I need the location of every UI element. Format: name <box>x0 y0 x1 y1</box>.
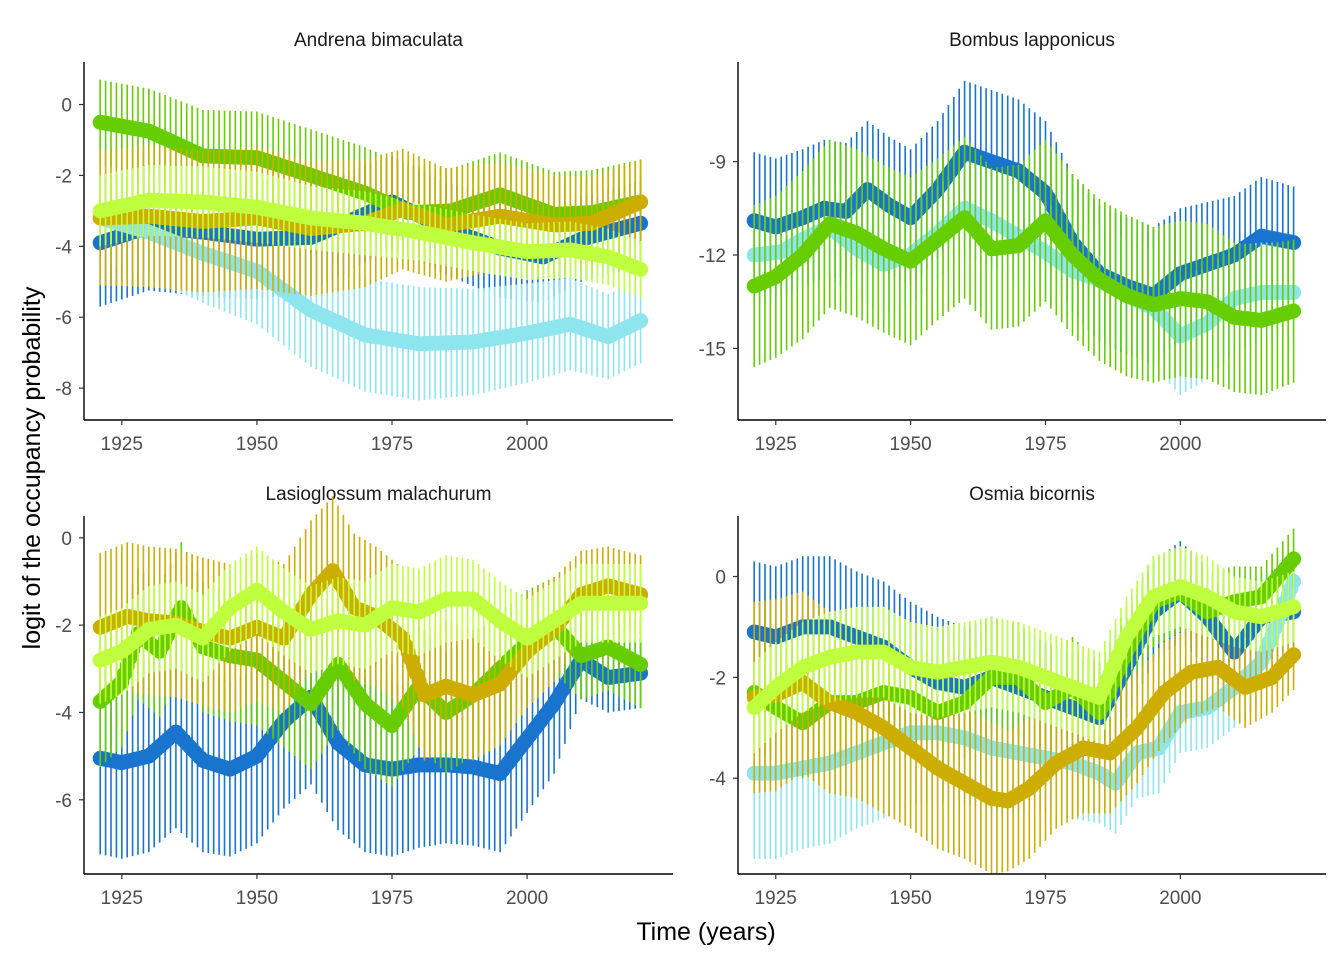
x-tick-label: 2000 <box>506 888 548 909</box>
y-tick-label: -12 <box>699 246 726 267</box>
y-tick-label: -4 <box>55 703 72 724</box>
y-tick-label: -9 <box>709 153 726 174</box>
series-green <box>746 136 1302 396</box>
x-tick-label: 1950 <box>236 434 278 455</box>
y-tick-label: -6 <box>55 308 72 329</box>
panel-title: Osmia bicornis <box>969 484 1095 505</box>
series-lime <box>92 164 649 298</box>
panel-title: Bombus lapponicus <box>949 30 1115 51</box>
y-tick-label: -6 <box>55 791 72 812</box>
data-point <box>633 261 649 277</box>
x-tick-label: 1950 <box>889 434 931 455</box>
data-point <box>1286 551 1302 567</box>
y-tick-label: -15 <box>699 339 726 360</box>
panel-title: Lasioglossum malachurum <box>266 484 492 505</box>
series-lime <box>746 546 1302 753</box>
y-tick-label: -2 <box>55 616 72 637</box>
y-tick-label: -2 <box>55 166 72 187</box>
y-tick-label: -8 <box>55 379 72 400</box>
x-tick-label: 2000 <box>1159 434 1201 455</box>
x-tick-label: 1975 <box>371 888 413 909</box>
panel-2: Bombus lapponicus 1925 1950 1975 2000 -9 -12 -1… <box>699 30 1326 455</box>
data-point <box>1286 647 1302 663</box>
y-tick-label: -4 <box>55 237 72 258</box>
y-tick-label: 0 <box>61 96 72 117</box>
x-tick-label: 1925 <box>101 434 143 455</box>
data-point <box>633 656 649 672</box>
data-point <box>633 595 649 611</box>
x-tick-label: 1925 <box>101 888 143 909</box>
x-tick-label: 1975 <box>371 434 413 455</box>
panel-1: Andrena bimaculata 1925 1950 1975 2000 0 -2 -4 -… <box>55 30 673 455</box>
y-tick-label: 0 <box>61 529 72 550</box>
data-point <box>633 313 649 329</box>
panel-title: Andrena bimaculata <box>294 30 463 51</box>
data-point <box>1286 303 1302 319</box>
series-lime <box>92 546 649 704</box>
panel-3: Lasioglossum malachurum 1925 1950 1975 2000 0… <box>55 484 673 909</box>
x-tick-label: 2000 <box>506 434 548 455</box>
data-point <box>633 194 649 210</box>
x-tick-label: 1925 <box>755 434 797 455</box>
panels-group: Andrena bimaculata 1925 1950 1975 2000 0 -2 -4 -… <box>55 30 1326 909</box>
x-tick-label: 1975 <box>1024 434 1066 455</box>
x-tick-label: 1950 <box>236 888 278 909</box>
